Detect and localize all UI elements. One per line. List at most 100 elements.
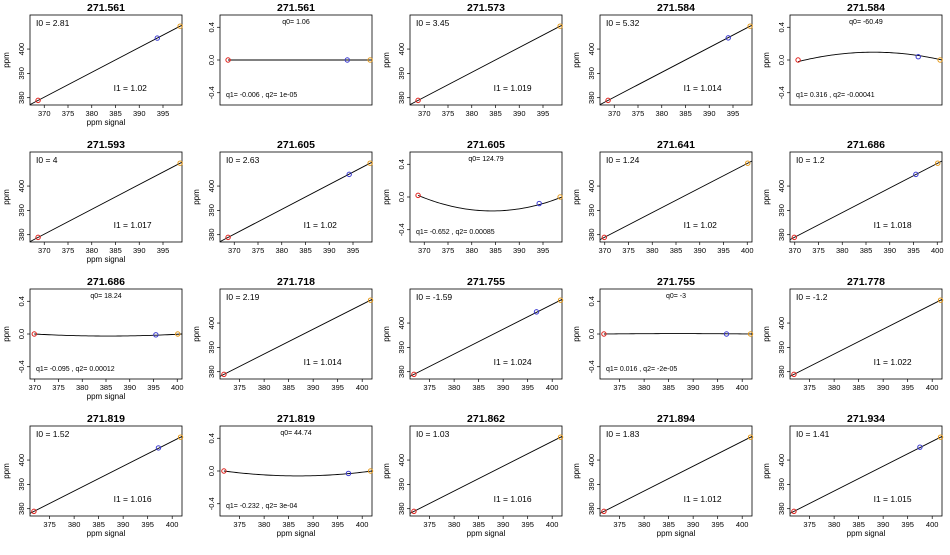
y-tick-label: 0.4 [207, 22, 216, 32]
x-tick-label: 400 [926, 520, 939, 529]
y-tick-label: 390 [777, 204, 786, 217]
chart-title: 271.778 [847, 276, 885, 288]
chart-title: 271.755 [467, 276, 505, 288]
q-coefficients-label: q1= 0.016 , q2= -2e-05 [606, 366, 677, 373]
x-tick-label: 375 [423, 383, 436, 392]
x-tick-label: 380 [448, 520, 461, 529]
slope-label: I1 = 1.015 [874, 494, 912, 504]
slope-label: I1 = 1.019 [494, 83, 532, 93]
y-tick-label: 400 [587, 454, 596, 467]
x-tick-label: 395 [537, 109, 550, 118]
x-tick-label: 380 [85, 109, 98, 118]
x-tick-label: 370 [788, 246, 801, 255]
chart-title: 271.593 [87, 139, 125, 151]
x-tick-label: 390 [117, 520, 130, 529]
fit-line [790, 436, 942, 513]
chart-title: 271.819 [87, 413, 125, 425]
x-tick-label: 380 [836, 246, 849, 255]
y-tick-label: 400 [777, 454, 786, 467]
x-tick-label: 390 [497, 383, 510, 392]
x-tick-label: 380 [275, 246, 288, 255]
fit-line [410, 25, 562, 104]
x-tick-label: 380 [828, 383, 841, 392]
y-tick-label: 390 [397, 341, 406, 354]
x-tick-label: 395 [147, 383, 160, 392]
x-tick-label: 370 [608, 109, 621, 118]
fit-line [410, 299, 562, 376]
x-tick-label: 400 [741, 246, 754, 255]
x-tick-label: 375 [233, 383, 246, 392]
x-tick-label: 380 [85, 246, 98, 255]
x-tick-label: 380 [646, 246, 659, 255]
x-tick-label: 385 [92, 520, 105, 529]
y-tick-label: 380 [397, 502, 406, 515]
slope-label: I1 = 1.012 [684, 494, 722, 504]
chart-title: 271.561 [87, 2, 125, 14]
y-tick-label: -0.4 [587, 360, 596, 373]
y-tick-label: 390 [777, 341, 786, 354]
x-axis-label: ppm signal [87, 118, 126, 127]
x-tick-label: 385 [472, 520, 485, 529]
x-tick-label: 390 [133, 246, 146, 255]
x-tick-label: 385 [852, 520, 865, 529]
x-tick-label: 395 [521, 520, 534, 529]
intercept-label: I0 = -1.2 [796, 292, 828, 302]
x-tick-label: 395 [521, 383, 534, 392]
y-tick-label: 390 [587, 478, 596, 491]
chart-title: 271.755 [657, 276, 695, 288]
y-tick-label: 380 [17, 228, 26, 241]
x-tick-label: 400 [356, 383, 369, 392]
slope-label: I1 = 1.016 [494, 494, 532, 504]
y-tick-label: 380 [207, 365, 216, 378]
q0-label: q0= -3 [666, 293, 686, 300]
x-tick-label: 400 [546, 383, 559, 392]
x-axis-label: ppm signal [277, 529, 316, 538]
q0-label: q0= 1.06 [282, 19, 310, 26]
y-tick-label: -0.4 [397, 223, 406, 236]
x-tick-label: 375 [52, 383, 65, 392]
x-tick-label: 395 [347, 246, 360, 255]
x-tick-label: 370 [418, 246, 431, 255]
x-tick-label: 370 [418, 109, 431, 118]
x-tick-label: 385 [679, 109, 692, 118]
plot-frame [410, 426, 562, 516]
slope-label: I1 = 1.024 [494, 357, 532, 367]
y-axis-label: ppm [572, 326, 581, 342]
x-tick-label: 385 [852, 383, 865, 392]
x-tick-label: 395 [157, 109, 170, 118]
y-axis-label: ppm [2, 463, 11, 479]
y-tick-label: 0.0 [207, 466, 216, 476]
y-axis-label: ppm [762, 52, 771, 68]
x-tick-label: 385 [299, 246, 312, 255]
y-tick-label: 400 [397, 43, 406, 56]
x-tick-label: 385 [109, 109, 122, 118]
plot-frame [600, 15, 752, 105]
y-tick-label: 400 [17, 180, 26, 193]
x-tick-label: 385 [489, 246, 502, 255]
x-tick-label: 390 [123, 383, 136, 392]
x-tick-label: 380 [638, 520, 651, 529]
residual-curve [418, 195, 562, 211]
chart-title: 271.641 [657, 139, 695, 151]
chart-title: 271.573 [467, 2, 505, 14]
y-tick-label: 400 [17, 454, 26, 467]
plot-frame [790, 289, 942, 379]
x-tick-label: 395 [141, 520, 154, 529]
x-tick-label: 375 [632, 109, 645, 118]
y-axis-label: ppm [2, 52, 11, 68]
x-axis-label: ppm signal [87, 392, 126, 401]
intercept-label: I0 = 1.24 [606, 155, 640, 165]
x-tick-label: 385 [282, 383, 295, 392]
y-tick-label: 380 [777, 228, 786, 241]
x-tick-label: 375 [442, 109, 455, 118]
x-tick-label: 370 [38, 109, 51, 118]
intercept-label: I0 = 1.83 [606, 429, 640, 439]
x-tick-label: 390 [307, 520, 320, 529]
y-tick-label: 0.4 [397, 159, 406, 169]
plot-frame [600, 152, 752, 242]
intercept-label: I0 = 2.63 [226, 155, 260, 165]
y-tick-label: 400 [397, 454, 406, 467]
